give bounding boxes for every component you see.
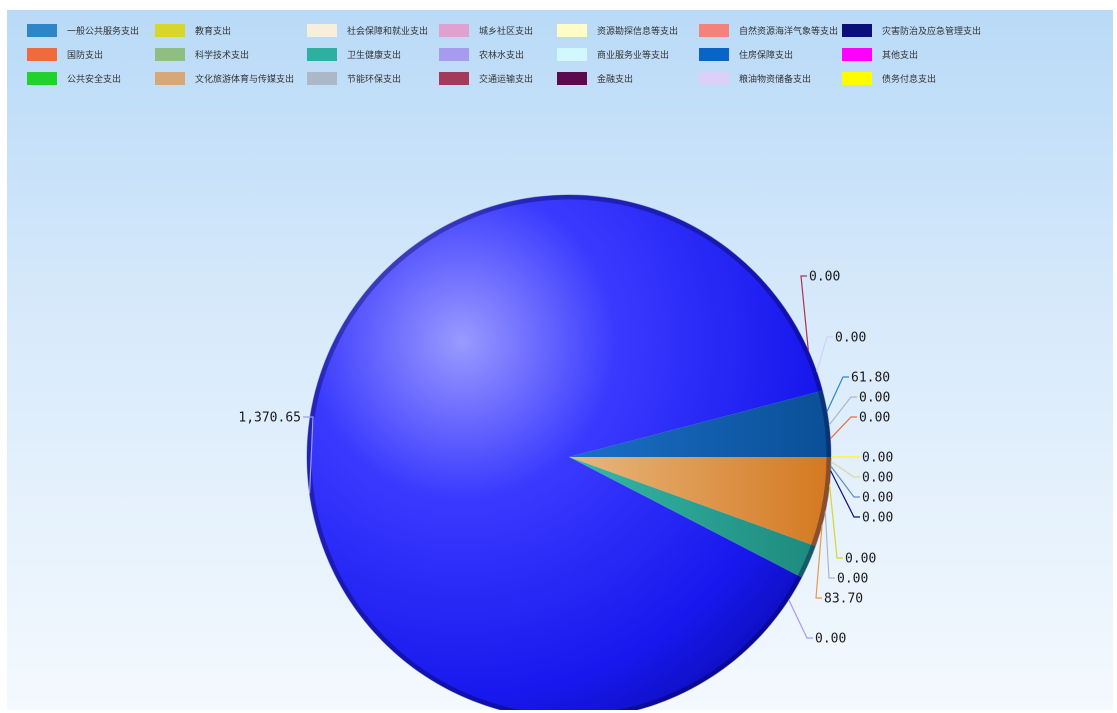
legend-swatch xyxy=(842,47,872,61)
legend-swatch xyxy=(307,23,337,37)
legend-item[interactable]: 交通运输支出 xyxy=(439,68,533,88)
pie-rim xyxy=(306,194,832,710)
data-label: 0.00 xyxy=(859,411,890,426)
legend-label: 文化旅游体育与传媒支出 xyxy=(195,74,295,85)
pie-chart: 1,370.65 0.00 0.00 61.80 0.00 0.00 0.00 0.00 0.0… xyxy=(238,194,893,710)
legend-swatch xyxy=(27,71,57,85)
leader-line xyxy=(824,511,835,579)
data-label: 0.00 xyxy=(862,491,893,506)
legend-swatch xyxy=(27,23,57,37)
legend-item[interactable]: 资源勘探信息等支出 xyxy=(557,20,678,40)
legend-swatch xyxy=(557,23,587,37)
legend-swatch xyxy=(439,71,469,85)
legend-label: 农林水支出 xyxy=(479,50,525,61)
leader-line xyxy=(828,396,857,426)
data-label: 83.70 xyxy=(824,592,863,607)
legend-item[interactable]: 灾害防治及应急管理支出 xyxy=(842,20,981,40)
data-label: 61.80 xyxy=(851,371,890,386)
leader-line xyxy=(830,461,860,478)
legend-label: 公共安全支出 xyxy=(67,74,122,85)
leader-line xyxy=(829,416,857,440)
legend-swatch xyxy=(439,47,469,61)
legend-item[interactable]: 节能环保支出 xyxy=(307,68,401,88)
legend-label: 自然资源海洋气象等支出 xyxy=(739,26,839,37)
legend-swatch xyxy=(699,23,729,37)
legend-item[interactable]: 商业服务业等支出 xyxy=(557,44,669,64)
leader-line xyxy=(816,336,833,372)
leader-line xyxy=(826,376,849,412)
legend-label: 其他支出 xyxy=(882,50,919,61)
legend-swatch xyxy=(155,23,185,37)
legend-swatch xyxy=(307,71,337,85)
legend-label: 粮油物资储备支出 xyxy=(739,74,812,85)
legend-swatch xyxy=(699,71,729,85)
legend-label: 交通运输支出 xyxy=(479,74,534,85)
legend-swatch xyxy=(27,47,57,61)
legend-item[interactable]: 农林水支出 xyxy=(439,44,524,64)
data-label: 0.00 xyxy=(837,572,868,587)
data-label: 0.00 xyxy=(862,451,893,466)
legend-item[interactable]: 国防支出 xyxy=(27,44,103,64)
leader-line xyxy=(815,524,823,599)
leader-line xyxy=(830,465,860,498)
leader-line xyxy=(800,275,809,351)
legend-label: 灾害防治及应急管理支出 xyxy=(882,26,982,37)
legend-item[interactable]: 自然资源海洋气象等支出 xyxy=(699,20,838,40)
legend-label: 资源勘探信息等支出 xyxy=(597,26,679,37)
legend-item[interactable]: 粮油物资储备支出 xyxy=(699,68,811,88)
legend-label: 社会保障和就业支出 xyxy=(347,26,429,37)
legend-item[interactable]: 科学技术支出 xyxy=(155,44,249,64)
leader-line xyxy=(828,484,843,559)
pie-slice[interactable] xyxy=(569,457,816,578)
legend-label: 商业服务业等支出 xyxy=(597,50,670,61)
legend-item[interactable]: 公共安全支出 xyxy=(27,68,121,88)
legend-item[interactable]: 住房保障支出 xyxy=(699,44,793,64)
legend-item[interactable]: 社会保障和就业支出 xyxy=(307,20,428,40)
legend-label: 节能环保支出 xyxy=(347,74,402,85)
legend-swatch xyxy=(155,47,185,61)
legend-label: 教育支出 xyxy=(195,26,232,37)
legend-item[interactable]: 文化旅游体育与传媒支出 xyxy=(155,68,294,88)
pie-slice[interactable] xyxy=(307,195,823,710)
data-label: 0.00 xyxy=(859,391,890,406)
legend-item[interactable]: 教育支出 xyxy=(155,20,231,40)
data-label: 0.00 xyxy=(862,511,893,526)
legend-label: 债务付息支出 xyxy=(882,74,937,85)
data-label: 0.00 xyxy=(862,471,893,486)
legend-swatch xyxy=(439,23,469,37)
data-label: 0.00 xyxy=(809,270,840,285)
legend-label: 卫生健康支出 xyxy=(347,50,402,61)
legend-swatch xyxy=(699,47,729,61)
legend-item[interactable]: 一般公共服务支出 xyxy=(27,20,139,40)
legend-swatch xyxy=(155,71,185,85)
legend-label: 科学技术支出 xyxy=(195,50,250,61)
legend-label: 住房保障支出 xyxy=(739,50,794,61)
legend-swatch xyxy=(307,47,337,61)
data-label: 0.00 xyxy=(815,632,846,647)
data-label: 0.00 xyxy=(835,331,866,346)
leader-line xyxy=(830,470,860,518)
legend-item[interactable]: 卫生健康支出 xyxy=(307,44,401,64)
leader-line xyxy=(303,416,314,494)
legend-label: 国防支出 xyxy=(67,50,104,61)
legend-item[interactable]: 其他支出 xyxy=(842,44,918,64)
pie-slice[interactable] xyxy=(569,457,831,547)
legend-label: 金融支出 xyxy=(597,74,634,85)
data-label: 0.00 xyxy=(845,552,876,567)
legend-label: 城乡社区支出 xyxy=(479,26,534,37)
legend-swatch xyxy=(842,71,872,85)
data-label: 1,370.65 xyxy=(238,411,301,426)
legend-swatch xyxy=(557,71,587,85)
legend-label: 一般公共服务支出 xyxy=(67,26,140,37)
legend-swatch xyxy=(557,47,587,61)
legend-item[interactable]: 债务付息支出 xyxy=(842,68,936,88)
chart-panel: 一般公共服务支出 教育支出 社会保障和就业支出 城乡社区支出 资源勘探信息等支出 自然资源… xyxy=(7,10,1113,710)
leader-line xyxy=(788,599,813,639)
pie-slice[interactable] xyxy=(569,390,831,457)
legend-item[interactable]: 金融支出 xyxy=(557,68,633,88)
legend-item[interactable]: 城乡社区支出 xyxy=(439,20,533,40)
legend-swatch xyxy=(842,23,872,37)
